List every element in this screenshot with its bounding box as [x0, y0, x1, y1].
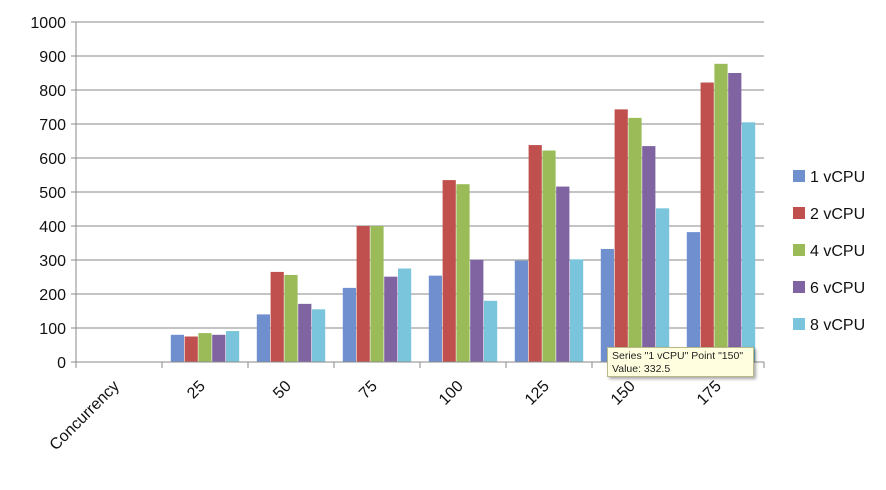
legend: 1 vCPU 2 vCPU 4 vCPU 6 vCPU 8 vCPU: [793, 169, 865, 334]
legend-label: 6 vCPU: [810, 280, 865, 297]
y-tick-label: 0: [57, 355, 66, 372]
x-tick-label: Concurrency: [47, 378, 123, 454]
bar[interactable]: [398, 268, 412, 363]
bar[interactable]: [342, 287, 356, 362]
bar[interactable]: [456, 184, 470, 362]
bar[interactable]: [642, 146, 656, 362]
legend-swatch: [793, 207, 805, 219]
bar[interactable]: [256, 314, 270, 362]
bar[interactable]: [700, 82, 714, 363]
y-tick-label: 800: [39, 83, 66, 100]
tooltip-line-1: Series "1 vCPU" Point "150": [612, 350, 744, 362]
bar[interactable]: [298, 303, 312, 362]
bar[interactable]: [184, 336, 198, 363]
bar[interactable]: [312, 309, 326, 362]
x-tick-label: 100: [436, 378, 467, 409]
legend-label: 1 vCPU: [810, 169, 865, 186]
x-tick-label: 175: [694, 378, 725, 409]
bar[interactable]: [686, 232, 700, 362]
bar[interactable]: [628, 117, 642, 362]
legend-label: 2 vCPU: [810, 206, 865, 223]
y-tick-label: 200: [39, 287, 66, 304]
y-tick-label: 500: [39, 185, 66, 202]
bar[interactable]: [170, 334, 184, 362]
bar[interactable]: [556, 186, 570, 362]
legend-label: 4 vCPU: [810, 243, 865, 260]
bar[interactable]: [442, 180, 456, 362]
y-tick-label: 1000: [30, 15, 66, 32]
bar[interactable]: [226, 331, 240, 362]
bar[interactable]: [198, 333, 212, 362]
y-tick-label: 400: [39, 219, 66, 236]
bar[interactable]: [742, 122, 756, 362]
gridlines: [76, 21, 764, 329]
y-tick-label: 600: [39, 151, 66, 168]
y-tick-label: 300: [39, 253, 66, 270]
bar[interactable]: [212, 334, 226, 362]
bar[interactable]: [384, 276, 398, 362]
x-tick-label: 125: [522, 378, 553, 409]
bar[interactable]: [542, 150, 556, 362]
x-tick-label: 50: [270, 378, 295, 403]
bars: [170, 63, 756, 363]
bar[interactable]: [714, 63, 728, 362]
y-tick-label: 700: [39, 117, 66, 134]
bar[interactable]: [514, 260, 528, 362]
legend-label: 8 vCPU: [810, 317, 865, 334]
y-tick-label: 100: [39, 321, 66, 338]
bar[interactable]: [370, 226, 384, 362]
bar[interactable]: [728, 73, 742, 362]
y-tick-label: 900: [39, 49, 66, 66]
x-tick-label: 75: [356, 378, 381, 403]
bar[interactable]: [614, 109, 628, 362]
legend-swatch: [793, 318, 805, 330]
bar[interactable]: [356, 226, 370, 362]
hover-tooltip: Series "1 vCPU" Point "150" Value: 332.5: [607, 347, 754, 377]
bar[interactable]: [600, 248, 614, 362]
legend-swatch: [793, 170, 805, 182]
bar[interactable]: [656, 208, 670, 362]
bar[interactable]: [484, 300, 498, 362]
bar[interactable]: [470, 259, 484, 362]
legend-swatch: [793, 244, 805, 256]
bar[interactable]: [570, 259, 584, 362]
legend-swatch: [793, 281, 805, 293]
x-tick-label: 25: [184, 378, 209, 403]
bar[interactable]: [270, 271, 284, 362]
tooltip-line-2: Value: 332.5: [612, 363, 671, 375]
bar[interactable]: [528, 145, 542, 362]
x-tick-label: 150: [608, 378, 639, 409]
bar[interactable]: [284, 274, 298, 362]
bar[interactable]: [428, 275, 442, 362]
